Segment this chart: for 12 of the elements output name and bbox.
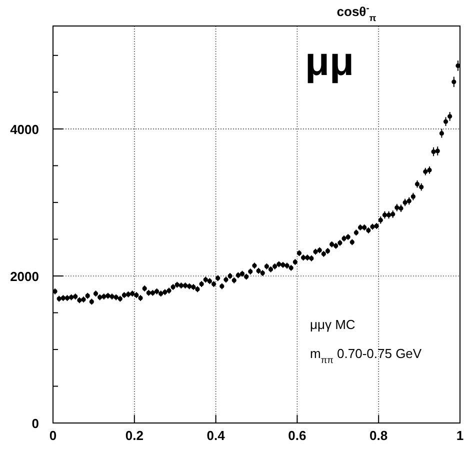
y-tick-label: 0 bbox=[32, 416, 39, 431]
y-tick-label: 4000 bbox=[10, 122, 39, 137]
annotation: m$_{ππ}$ 0.70-0.75 GeV bbox=[310, 346, 422, 365]
x-tick-label: 0.2 bbox=[125, 428, 144, 443]
annotation: μμγ MC bbox=[310, 317, 356, 332]
x-tick-label: 0.6 bbox=[288, 428, 306, 443]
x-tick-label: 0.8 bbox=[370, 428, 388, 443]
annotation: μμ bbox=[305, 40, 354, 84]
x-tick-label: 0 bbox=[49, 428, 57, 443]
y-tick-label: 2000 bbox=[10, 268, 39, 284]
x-tick-label: 1 bbox=[456, 428, 464, 443]
x-tick-label: 0.4 bbox=[206, 428, 226, 443]
